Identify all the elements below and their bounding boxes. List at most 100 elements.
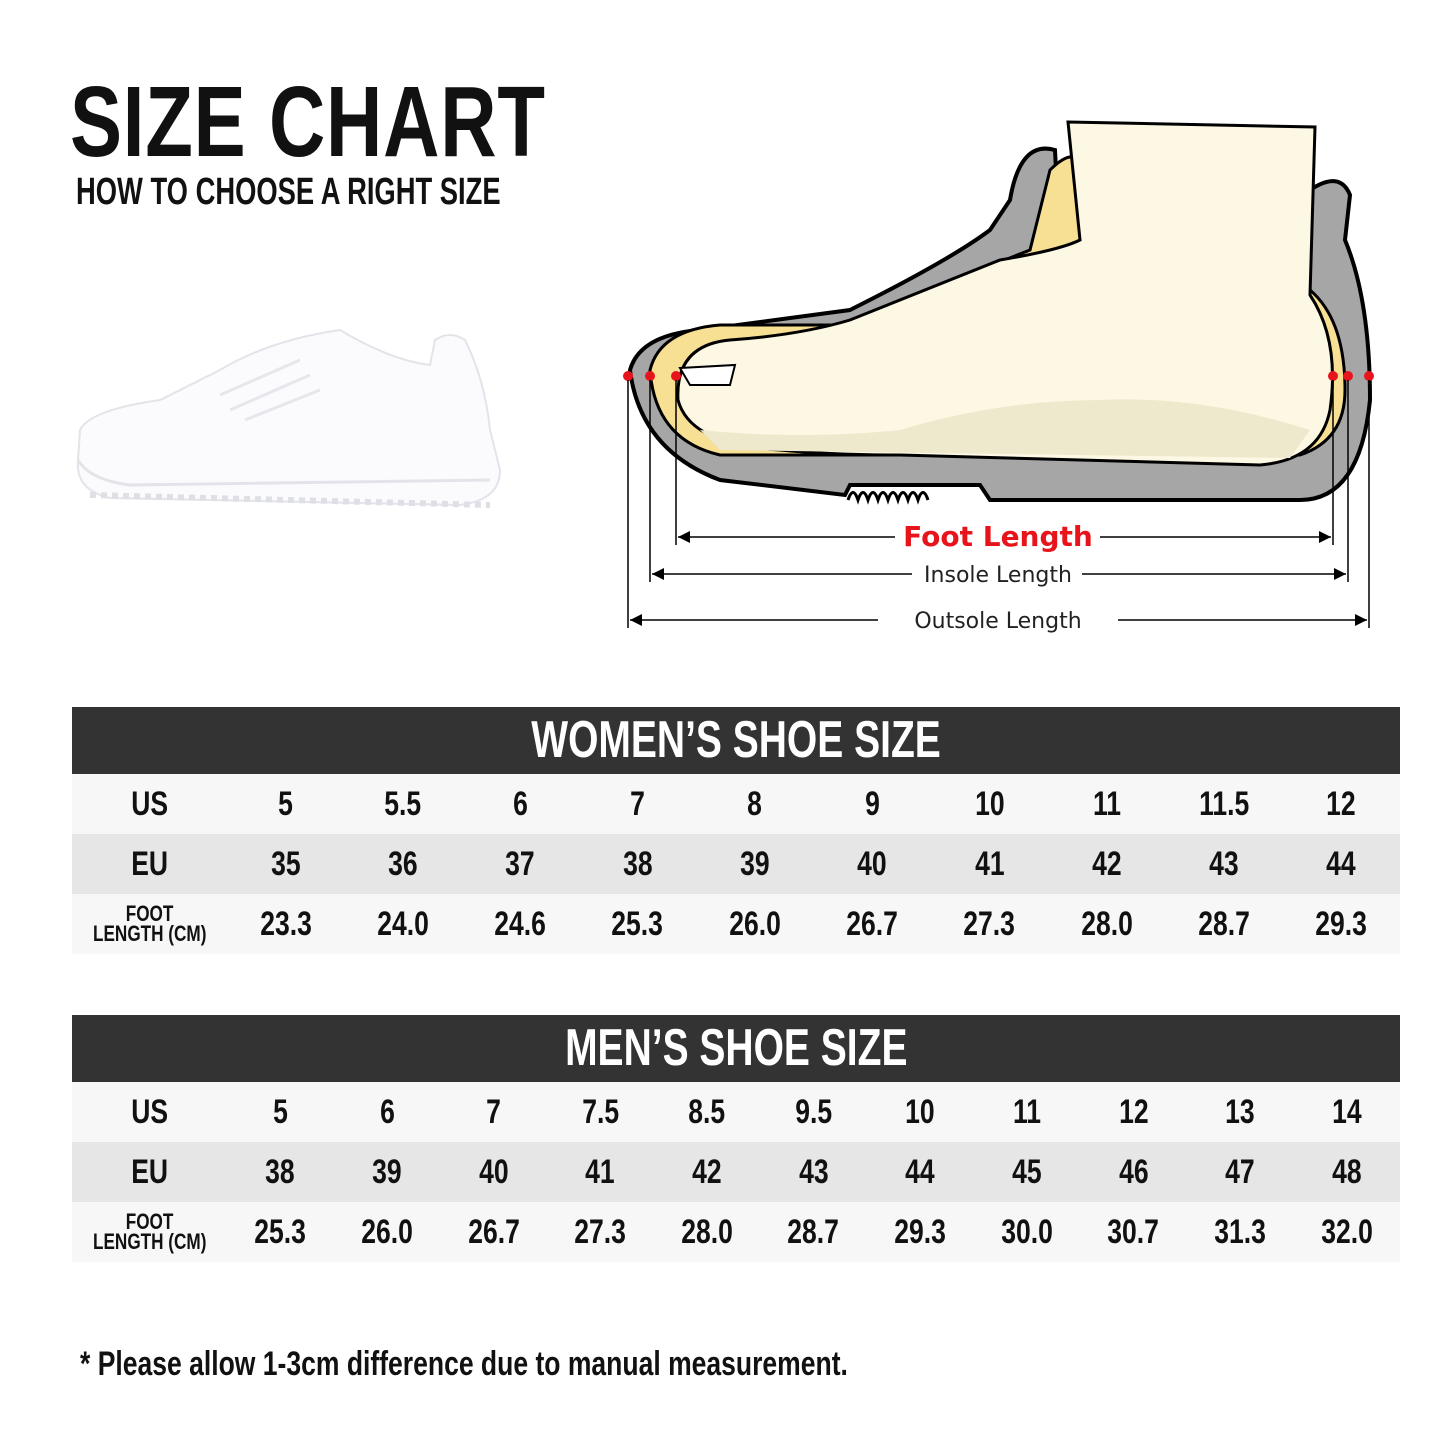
size-value: 30.0 [1000,1212,1053,1251]
size-cell: 23.3 [227,905,344,944]
size-cell: 40 [440,1153,547,1192]
size-value: 38 [265,1152,296,1191]
size-value: 5.5 [384,784,422,823]
size-cell: 36 [344,845,461,884]
table-title: WOMEN’S SHOE SIZE [72,707,1400,774]
size-value: 25.3 [254,1212,307,1251]
sneaker-image [76,328,502,508]
size-value: 44 [1326,844,1357,883]
page-title: SIZE CHART [70,66,546,178]
size-cell: 47 [1187,1153,1294,1192]
size-cell: 30.7 [1080,1213,1187,1252]
size-cell: 6 [334,1093,441,1132]
insole-length-label: Insole Length [924,563,1072,588]
size-value: 29.3 [894,1212,946,1251]
size-value: 26.7 [467,1212,520,1251]
size-cell: 28.0 [654,1213,761,1252]
size-cell: 12 [1080,1093,1187,1132]
size-cell: 26.7 [813,905,930,944]
size-value: 11 [1092,784,1121,823]
size-value: 26.0 [361,1212,413,1251]
size-cell: 26.0 [334,1213,441,1252]
size-value: 28.7 [787,1212,840,1251]
size-value: 25.3 [611,904,664,943]
size-cell: 44 [867,1153,974,1192]
size-cell: 30.0 [973,1213,1080,1252]
size-value: 23.3 [259,904,312,943]
us-row: US 5 6 7 7.5 8.5 9.5 10 11 12 13 14 [72,1082,1400,1142]
size-cell: 27.3 [931,905,1048,944]
size-value: 43 [798,1152,829,1191]
size-cell: 26.0 [696,905,813,944]
size-cell: 28.7 [1165,905,1282,944]
size-cell: 39 [334,1153,441,1192]
size-value: 6 [379,1092,395,1131]
size-cell: 44 [1283,845,1400,884]
size-value: 12 [1326,784,1357,823]
size-cell: 11 [973,1093,1080,1132]
size-value: 9.5 [795,1092,832,1131]
size-value: 10 [905,1092,935,1131]
size-cell: 14 [1293,1093,1400,1132]
size-value: 26.7 [846,904,898,943]
size-value: 39 [372,1152,402,1191]
womens-size-table: WOMEN’S SHOE SIZE US 5 5.5 6 7 8 9 10 11 11.5 12 E… [72,707,1400,954]
size-cell: 31.3 [1187,1213,1294,1252]
size-cell: 46 [1080,1153,1187,1192]
size-value: 43 [1209,844,1239,883]
eu-row: EU 38 39 40 41 42 43 44 45 46 47 48 [72,1142,1400,1202]
size-cell: 25.3 [579,905,696,944]
size-value: 44 [905,1152,935,1191]
size-value: 12 [1118,1092,1149,1131]
size-cell: 42 [1048,845,1165,884]
size-cell: 11 [1048,785,1165,824]
size-cell: 48 [1293,1153,1400,1192]
size-value: 36 [388,844,418,883]
size-cell: 10 [931,785,1048,824]
size-cell: 38 [579,845,696,884]
size-cell: 5 [227,1093,334,1132]
size-cell: 5 [227,785,344,824]
size-value: 5 [272,1092,288,1131]
row-label: EU [131,1152,168,1191]
size-cell: 37 [462,845,579,884]
size-cell: 7.5 [547,1093,654,1132]
size-value: 48 [1331,1152,1362,1191]
row-label: EU [131,844,168,883]
size-value: 38 [622,844,653,883]
size-value: 28.0 [1080,904,1133,943]
row-label: US [131,784,168,823]
row-label: US [131,1092,168,1131]
size-cell: 29.3 [867,1213,974,1252]
size-cell: 35 [227,845,344,884]
size-cell: 6 [462,785,579,824]
size-value: 11.5 [1198,784,1250,823]
size-value: 45 [1012,1152,1042,1191]
size-value: 27.3 [574,1212,627,1251]
mens-size-table: MEN’S SHOE SIZE US 5 6 7 7.5 8.5 9.5 10 11 12 13 14… [72,1015,1400,1262]
size-cell: 41 [547,1153,654,1192]
size-value: 24.6 [494,904,547,943]
foot-length-label: Foot Length [903,520,1093,553]
size-cell: 8.5 [654,1093,761,1132]
size-cell: 24.0 [344,905,461,944]
size-cell: 26.7 [440,1213,547,1252]
size-value: 10 [974,784,1005,823]
size-cell: 10 [867,1093,974,1132]
size-value: 42 [692,1152,722,1191]
size-value: 35 [270,844,301,883]
size-value: 37 [505,844,535,883]
size-cell: 28.7 [760,1213,867,1252]
foot-length-row: FOOT LENGTH (CM) 25.3 26.0 26.7 27.3 28.0 28.7 2… [72,1202,1400,1262]
size-value: 28.7 [1198,904,1250,943]
size-value: 46 [1118,1152,1149,1191]
size-cell: 11.5 [1165,785,1282,824]
size-cell: 40 [813,845,930,884]
size-value: 5 [278,784,294,823]
row-label: FOOT LENGTH (CM) [92,901,207,946]
size-cell: 38 [227,1153,334,1192]
page-subtitle: HOW TO CHOOSE A RIGHT SIZE [76,171,501,213]
size-value: 41 [974,844,1005,883]
size-value: 7 [486,1092,501,1131]
size-value: 11 [1012,1092,1041,1131]
